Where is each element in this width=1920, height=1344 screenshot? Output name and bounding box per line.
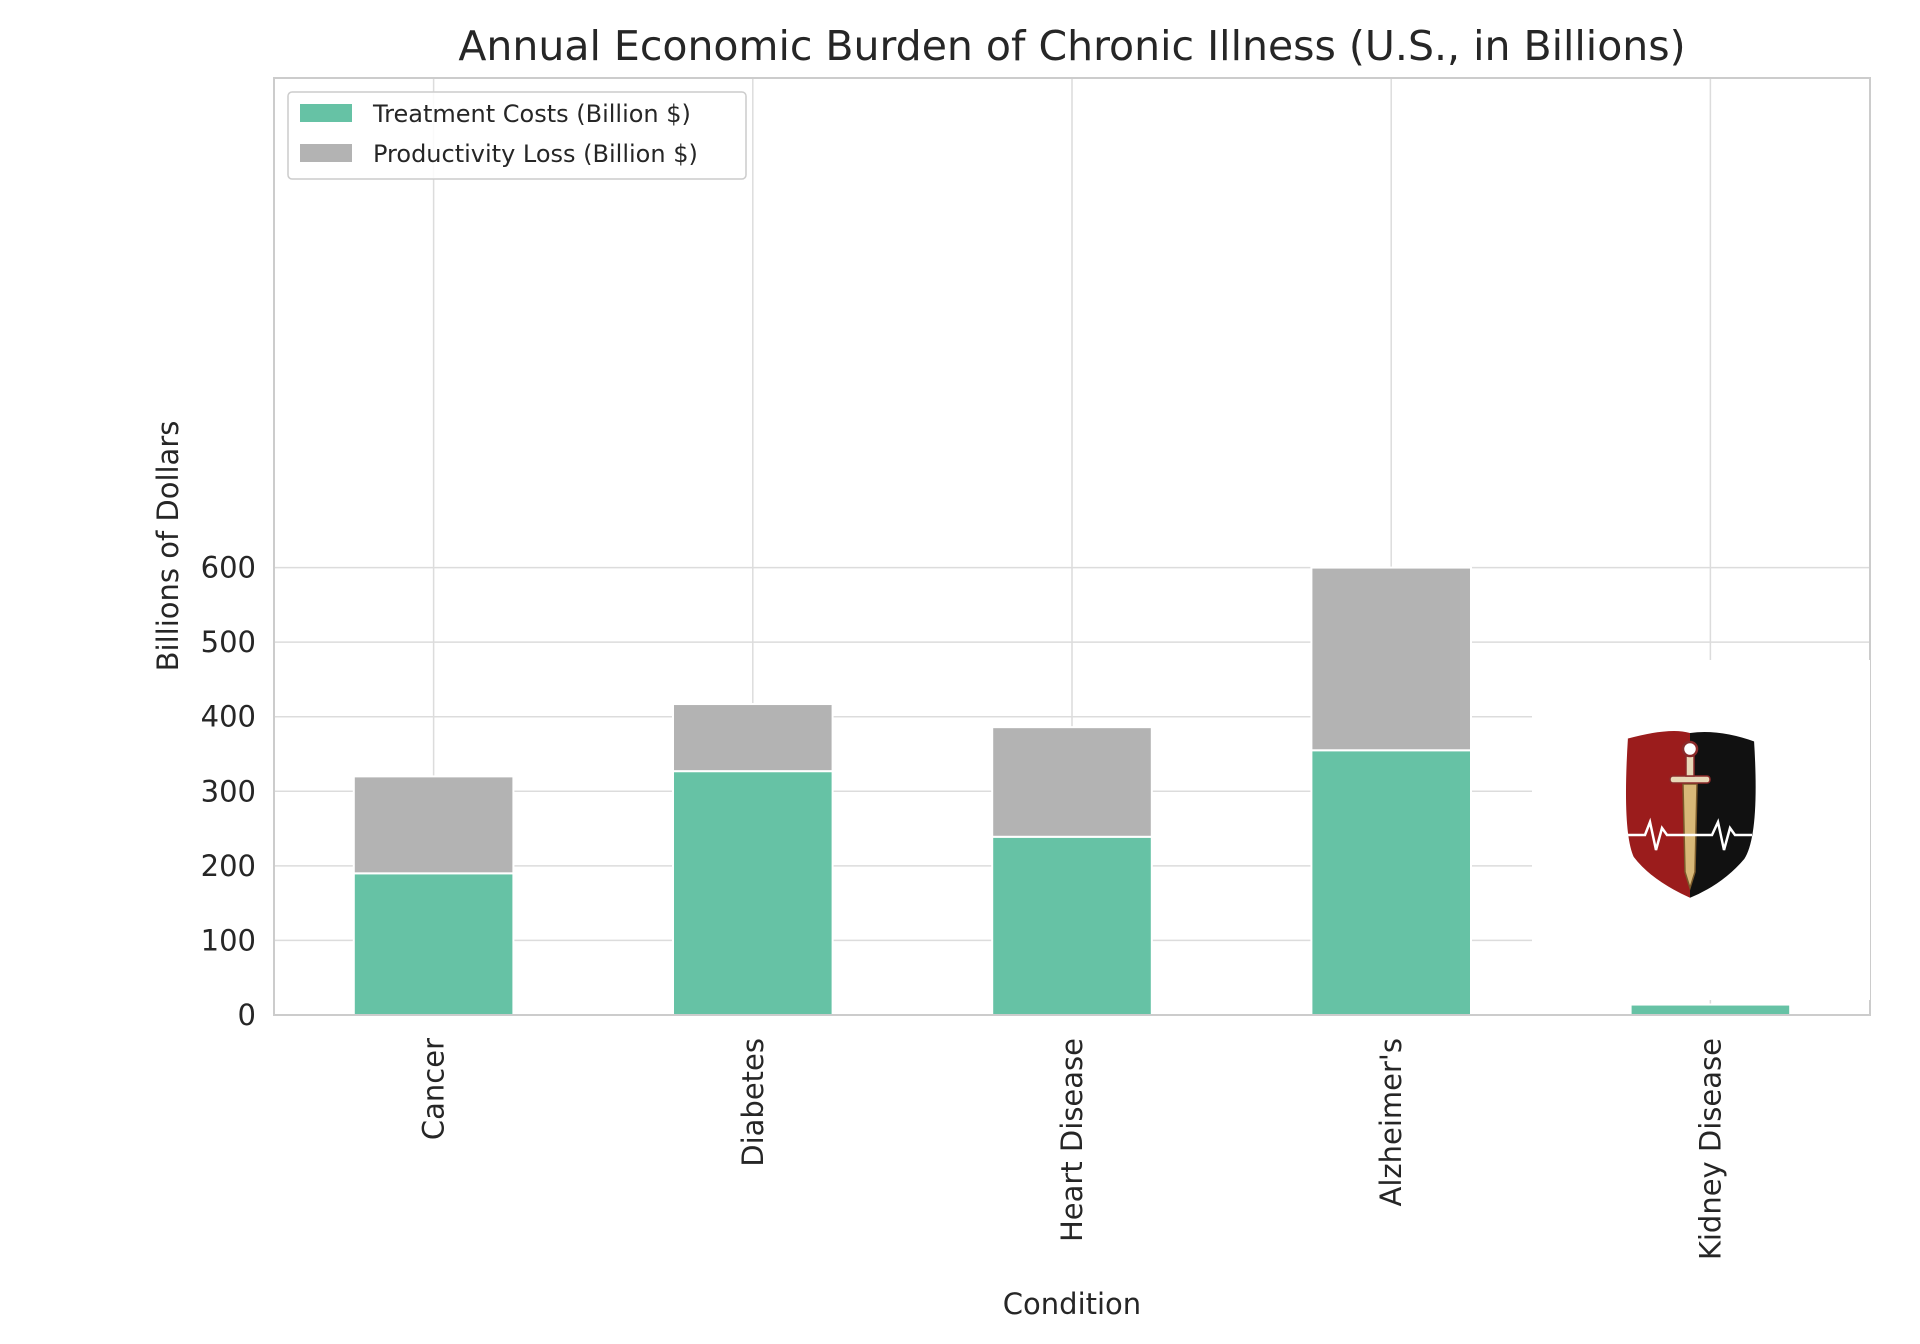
- bar-treatment-kidney-disease: [1629, 1003, 1792, 1016]
- bar-treatment-alzheimer-s: [1310, 749, 1473, 1016]
- dagger-pommel-icon: [1681, 740, 1699, 758]
- dagger-guard-icon: [1669, 775, 1711, 784]
- y-tick-label: 0: [238, 998, 256, 1032]
- x-tick-label: Alzheimer's: [1374, 1038, 1408, 1207]
- x-tick-label: Cancer: [417, 1038, 451, 1140]
- x-axis-title: Condition: [1003, 1287, 1141, 1321]
- bar-productivity-alzheimer-s: [1310, 566, 1473, 752]
- y-tick-label: 500: [201, 625, 256, 659]
- legend: Treatment Costs (Billion $) Productivity…: [287, 91, 747, 180]
- y-tick-label: 400: [201, 700, 256, 734]
- shield-outline: [1622, 727, 1760, 903]
- heartbeat-line-icon: [1628, 817, 1752, 851]
- plot-frame: [273, 77, 1871, 1016]
- bar-productivity-heart-disease: [991, 726, 1153, 838]
- shield-right-half: [1690, 730, 1758, 900]
- chart-title: Annual Economic Burden of Chronic Illnes…: [458, 22, 1685, 70]
- bar-productivity-diabetes: [672, 703, 834, 773]
- y-tick-label: 300: [201, 774, 256, 808]
- x-axis: Cancer Diabetes Heart Disease Alzheimer's Ki…: [417, 1038, 1728, 1260]
- shield-left-half: [1624, 729, 1690, 900]
- dagger-grip-icon: [1685, 755, 1695, 777]
- y-tick-label: 600: [201, 551, 256, 585]
- legend-label-productivity: Productivity Loss (Billion $): [373, 140, 698, 168]
- y-axis-title: Billions of Dollars: [151, 421, 185, 672]
- bar-treatment-heart-disease: [991, 835, 1153, 1017]
- legend-box: [287, 91, 747, 180]
- y-tick-label: 100: [201, 923, 256, 957]
- legend-swatch-treatment: [300, 104, 352, 122]
- y-tick-label: 200: [201, 849, 256, 883]
- bar-productivity-cancer: [352, 775, 515, 875]
- bar-treatment-cancer: [352, 872, 515, 1017]
- bar-treatment-diabetes: [672, 770, 834, 1017]
- legend-swatch-productivity: [300, 144, 352, 162]
- y-axis: 0 100 200 300 400 500 600: [201, 551, 256, 1032]
- shield-dagger-heartbeat-logo: [1532, 660, 1870, 1000]
- x-tick-label: Heart Disease: [1055, 1038, 1089, 1242]
- x-tick-label: Kidney Disease: [1693, 1038, 1727, 1260]
- grid: [274, 78, 1870, 1016]
- legend-label-treatment: Treatment Costs (Billion $): [372, 100, 691, 128]
- bars: [352, 566, 1792, 1017]
- x-tick-label: Diabetes: [736, 1038, 770, 1167]
